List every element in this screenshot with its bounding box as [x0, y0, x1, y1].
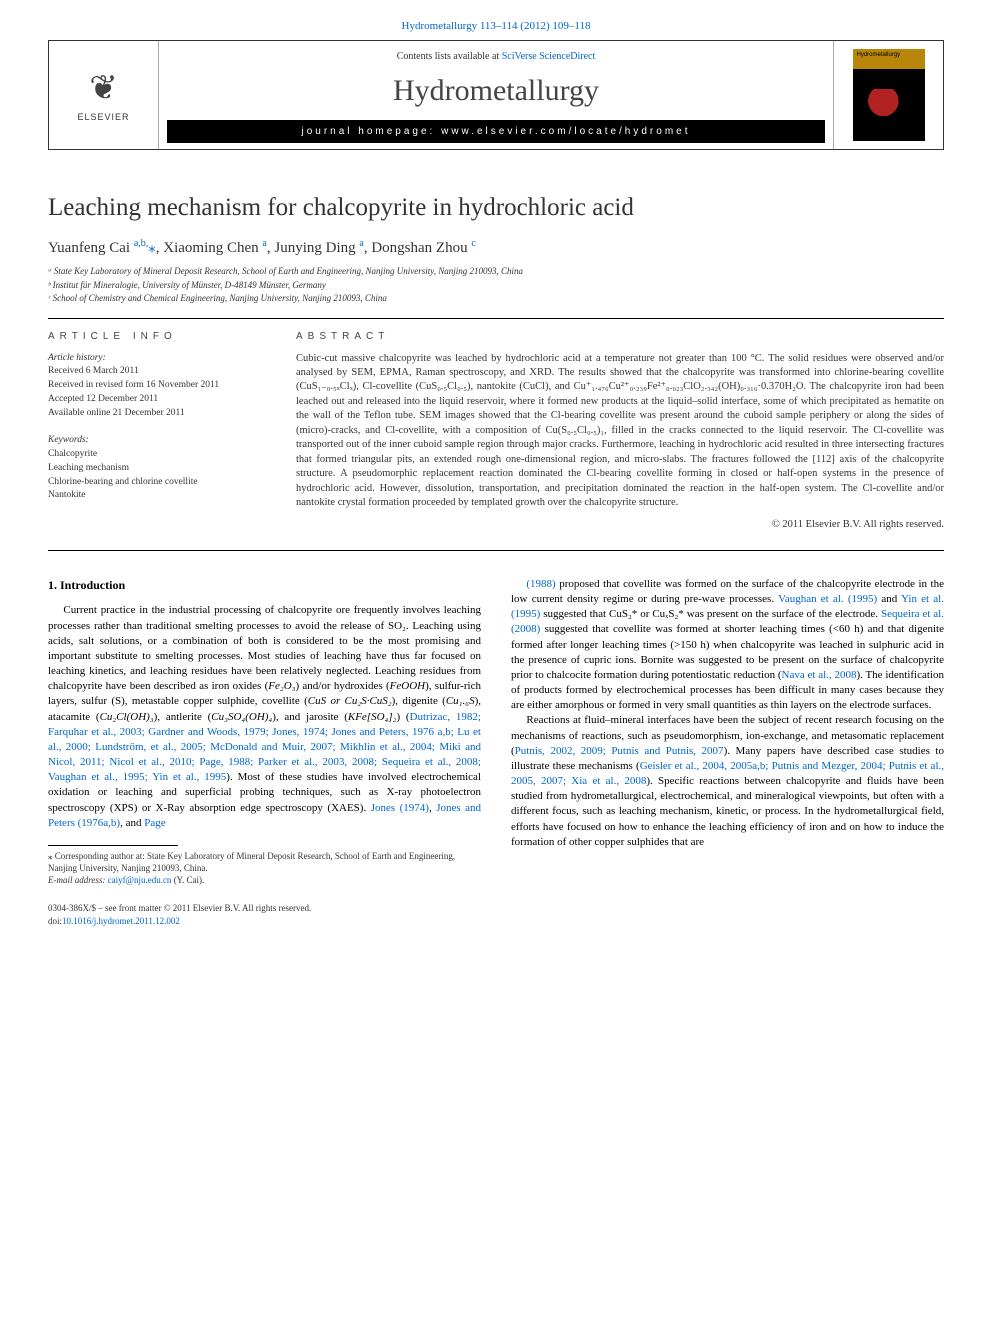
article-title: Leaching mechanism for chalcopyrite in h…: [48, 194, 944, 222]
keyword-item: Nantokite: [48, 489, 258, 503]
abstract-head: ABSTRACT: [296, 331, 944, 342]
journal-homepage-strip[interactable]: journal homepage: www.elsevier.com/locat…: [167, 120, 825, 143]
abstract-text: Cubic-cut massive chalcopyrite was leach…: [296, 352, 944, 511]
rule-top: [48, 318, 944, 319]
history-item: Accepted 12 December 2011: [48, 393, 258, 407]
email-label: E-mail address:: [48, 875, 108, 885]
history-item: Available online 21 December 2011: [48, 407, 258, 421]
abstract-col: ABSTRACT Cubic-cut massive chalcopyrite …: [296, 331, 944, 530]
elsevier-brand: ELSEVIER: [77, 112, 129, 122]
intro-para-1: Current practice in the industrial proce…: [48, 603, 481, 831]
authors-line: Yuanfeng Cai a,b,⁎, Xiaoming Chen a, Jun…: [48, 238, 944, 257]
contents-prefix: Contents lists available at: [397, 51, 502, 62]
doi-label: doi:: [48, 916, 62, 926]
page-footer: 0304-386X/$ – see front matter © 2011 El…: [48, 902, 944, 926]
journal-name: Hydrometallurgy: [167, 74, 825, 108]
corr-text: ⁎ Corresponding author at: State Key Lab…: [48, 850, 481, 874]
front-matter-line: 0304-386X/$ – see front matter © 2011 El…: [48, 902, 944, 914]
contents-lists-line: Contents lists available at SciVerse Sci…: [167, 51, 825, 62]
keywords-label: Keywords:: [48, 434, 258, 448]
keyword-item: Chalcopyrite: [48, 448, 258, 462]
corresponding-author-note: ⁎ Corresponding author at: State Key Lab…: [48, 850, 481, 886]
article-info-head: ARTICLE INFO: [48, 331, 258, 342]
tree-icon: ❦: [89, 68, 118, 108]
email-suffix: (Y. Cai).: [171, 875, 204, 885]
intro-para-3: Reactions at fluid–mineral interfaces ha…: [511, 713, 944, 850]
affiliations: ᵃ State Key Laboratory of Mineral Deposi…: [48, 265, 944, 306]
intro-para-2: (1988) proposed that covellite was forme…: [511, 577, 944, 714]
keyword-item: Leaching mechanism: [48, 462, 258, 476]
corr-email-line: E-mail address: caiyf@nju.edu.cn (Y. Cai…: [48, 874, 481, 886]
history-item: Received in revised form 16 November 201…: [48, 379, 258, 393]
keyword-item: Chlorine-bearing and chlorine covellite: [48, 476, 258, 490]
intro-heading: 1. Introduction: [48, 577, 481, 594]
copyright-line: © 2011 Elsevier B.V. All rights reserved…: [296, 519, 944, 530]
sciencedirect-link[interactable]: SciVerse ScienceDirect: [502, 51, 596, 62]
affiliation-line: ᶜ School of Chemistry and Chemical Engin…: [48, 292, 944, 306]
doi-link[interactable]: 10.1016/j.hydromet.2011.12.002: [62, 916, 180, 926]
publisher-logo-cell: ❦ ELSEVIER: [49, 41, 159, 149]
keywords-block: Keywords: ChalcopyriteLeaching mechanism…: [48, 434, 258, 503]
cover-title: Hydrometallurgy: [857, 52, 901, 58]
rule-bottom: [48, 550, 944, 551]
header-center: Contents lists available at SciVerse Sci…: [159, 41, 833, 149]
journal-cover-thumb[interactable]: Hydrometallurgy: [853, 49, 925, 141]
affiliation-line: ᵇ Institut für Mineralogie, University o…: [48, 279, 944, 293]
article-info-col: ARTICLE INFO Article history: Received 6…: [48, 331, 258, 530]
journal-cover-cell: Hydrometallurgy: [833, 41, 943, 149]
history-label: Article history:: [48, 352, 258, 366]
corr-email-link[interactable]: caiyf@nju.edu.cn: [108, 875, 172, 885]
body-columns: 1. Introduction Current practice in the …: [48, 577, 944, 887]
doi-line: doi:10.1016/j.hydromet.2011.12.002: [48, 915, 944, 927]
journal-header: ❦ ELSEVIER Contents lists available at S…: [48, 40, 944, 150]
affiliation-line: ᵃ State Key Laboratory of Mineral Deposi…: [48, 265, 944, 279]
history-item: Received 6 March 2011: [48, 365, 258, 379]
elsevier-logo[interactable]: ❦ ELSEVIER: [64, 50, 144, 140]
article-history: Article history: Received 6 March 2011Re…: [48, 352, 258, 421]
footnote-rule: [48, 845, 178, 846]
meta-row: ARTICLE INFO Article history: Received 6…: [48, 331, 944, 530]
journal-issue-link[interactable]: Hydrometallurgy 113–114 (2012) 109–118: [48, 20, 944, 32]
